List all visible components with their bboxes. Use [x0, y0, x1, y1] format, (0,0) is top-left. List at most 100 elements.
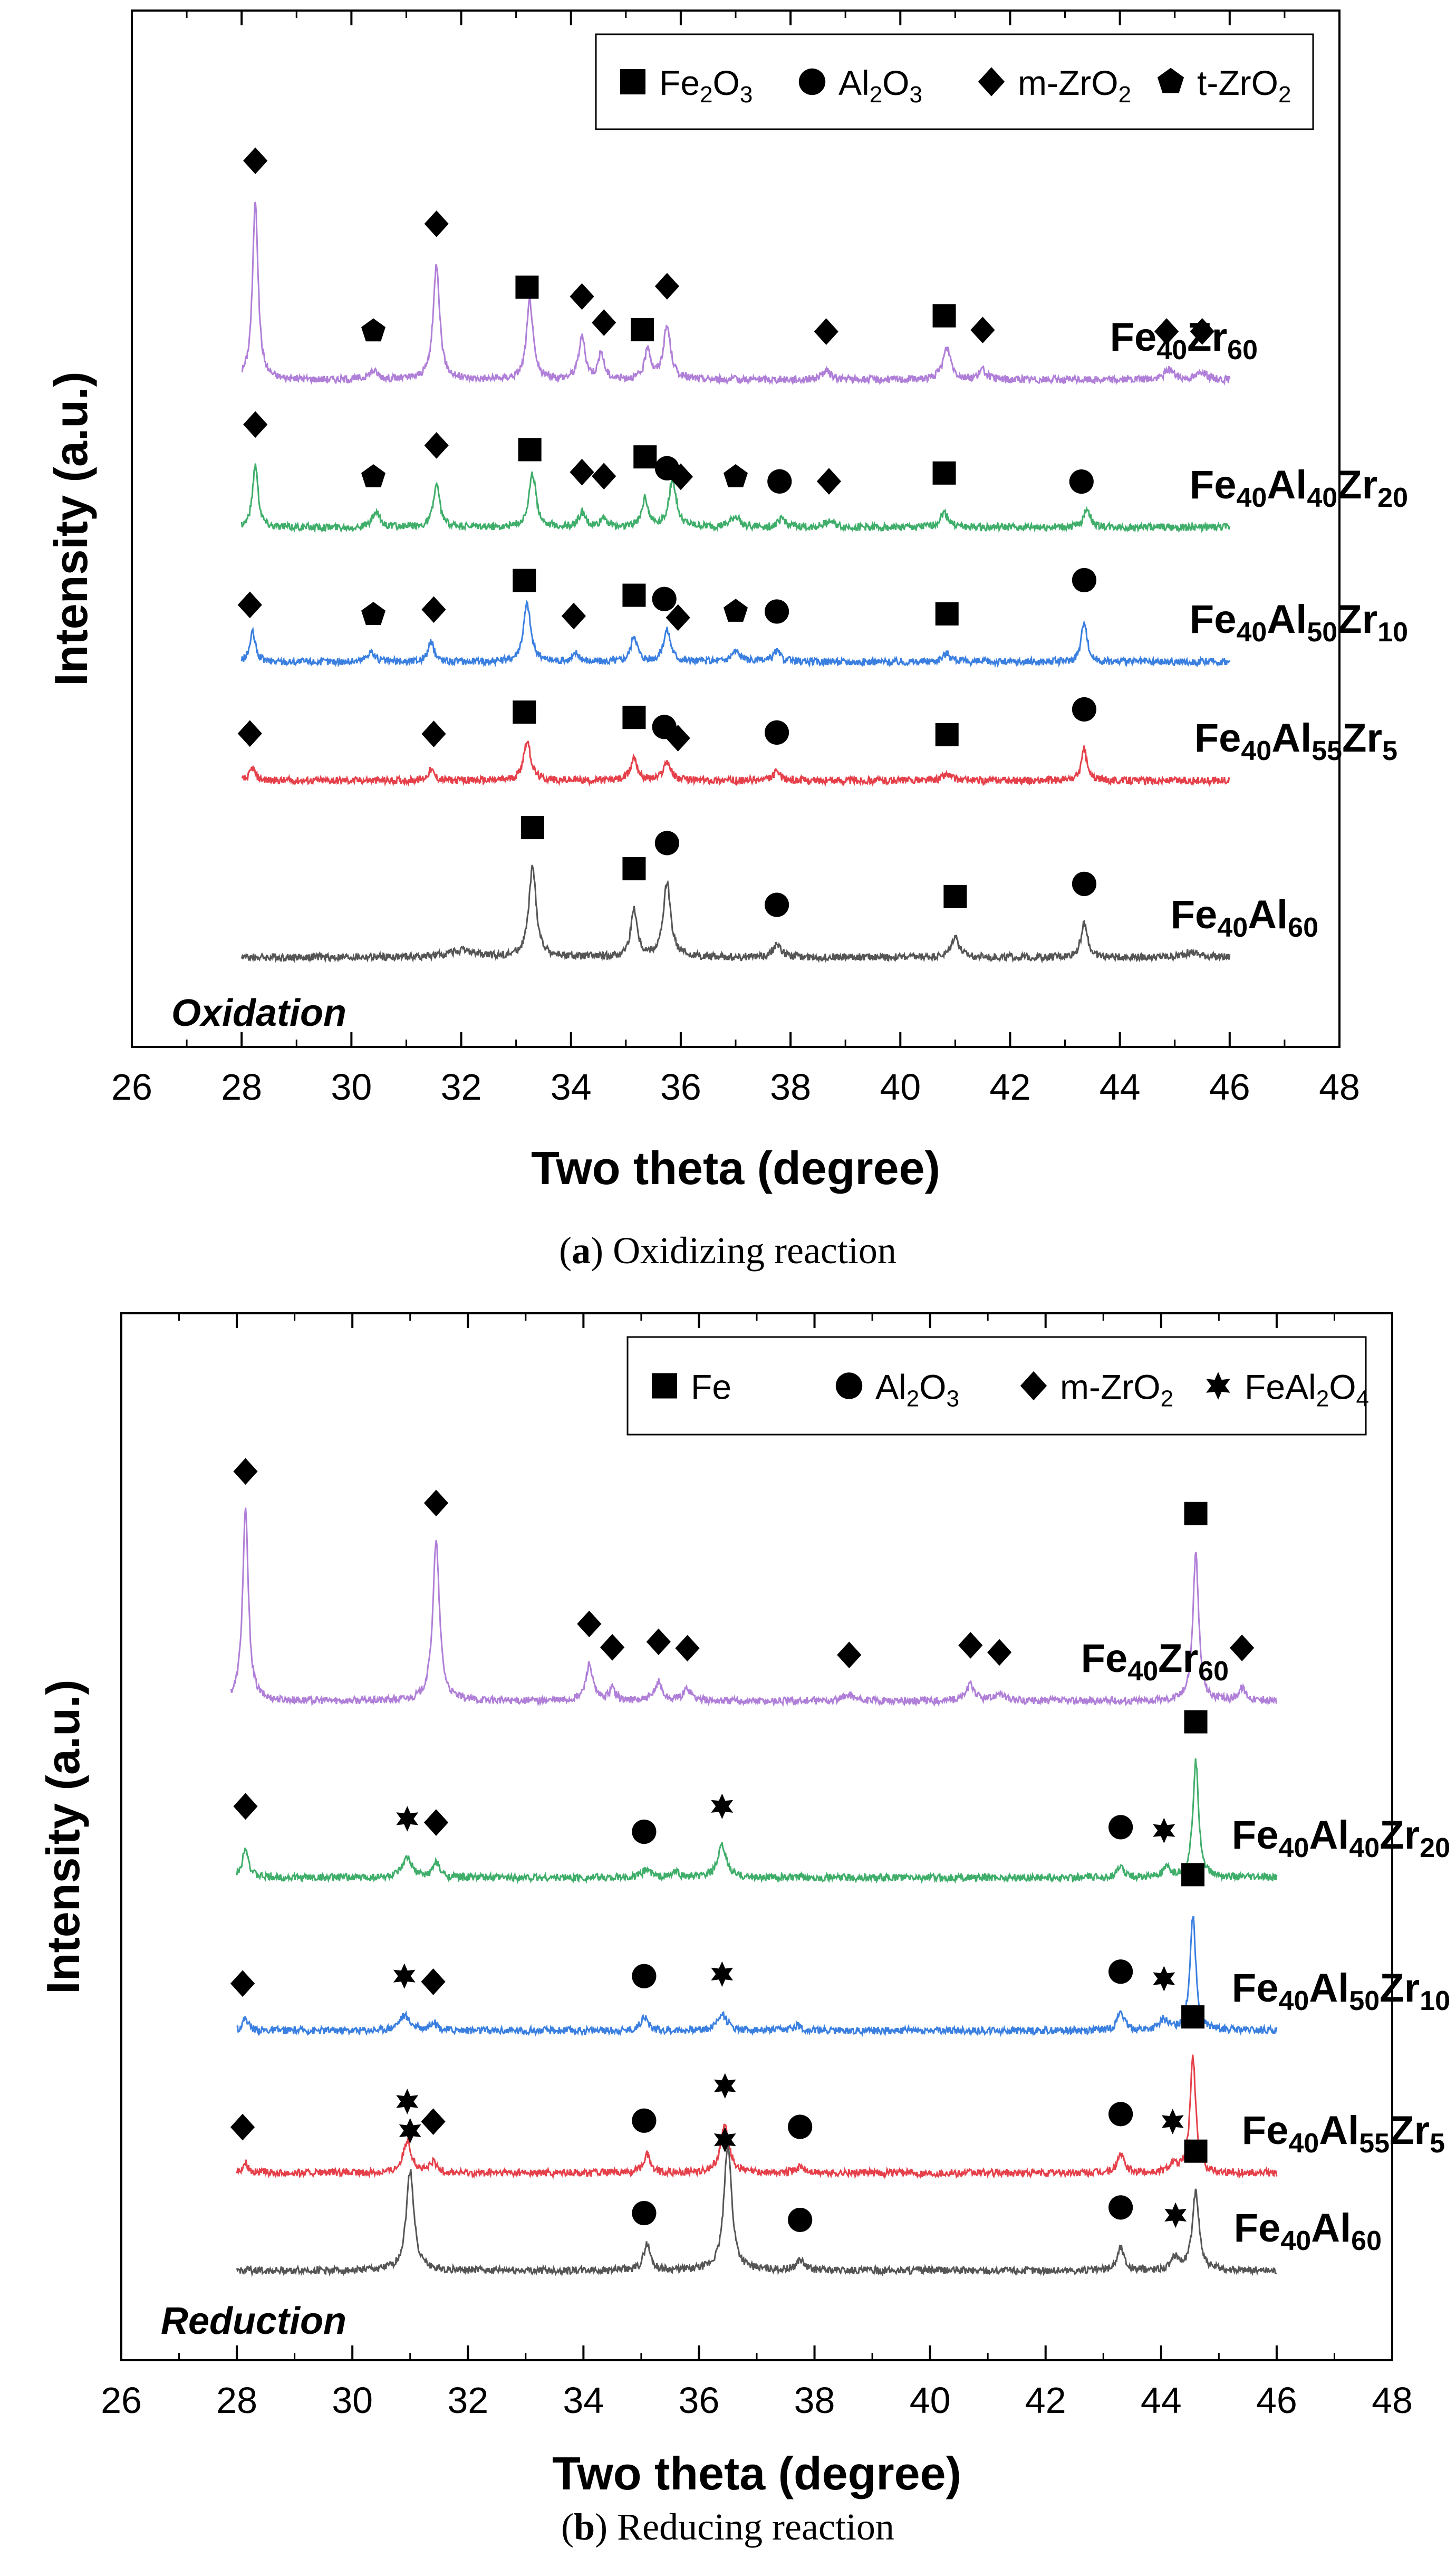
peak-marker-star — [393, 1963, 416, 1989]
x-tick-label: 48 — [1372, 2380, 1413, 2421]
series-label-Fe40Al40Zr20: Fe40Al40Zr20 — [1190, 463, 1408, 513]
caption-a-letter: a — [572, 1229, 591, 1272]
legend-subscript: 4 — [1356, 1386, 1369, 1412]
peak-marker-circle — [767, 469, 792, 494]
label-subscript: 55 — [1359, 2128, 1390, 2159]
label-subscript: 40 — [1288, 2128, 1319, 2159]
peak-marker-pentagon — [724, 464, 748, 487]
caption-b-text: Reducing reaction — [608, 2506, 894, 2548]
label-text: Fe — [1171, 892, 1218, 937]
x-tick-label: 38 — [770, 1066, 811, 1108]
x-tick-label: 30 — [332, 2380, 373, 2421]
label-text: Fe — [1232, 1813, 1279, 1858]
legend-text-part: Fe — [659, 63, 700, 102]
peak-marker-diamond — [666, 604, 690, 631]
peak-marker-diamond — [233, 1793, 258, 1820]
peak-marker-circle — [1072, 568, 1097, 593]
peak-marker-square — [622, 706, 646, 729]
label-subscript: 40 — [1241, 736, 1271, 766]
legend-marker-diamond — [1020, 1371, 1047, 1401]
peak-marker-square — [515, 275, 539, 299]
label-text: Zr — [1187, 315, 1227, 360]
series-line-Fe40Zr60 — [230, 1507, 1277, 1707]
peak-marker-diamond — [958, 1632, 983, 1659]
label-subscript: 20 — [1377, 483, 1408, 513]
legend-text-part: m-ZrO — [1018, 63, 1118, 102]
peak-marker-circle — [632, 2108, 657, 2133]
label-text: Fe — [1081, 1636, 1128, 1681]
legend-subscript: 2 — [1118, 82, 1131, 108]
label-text: Zr — [1380, 1813, 1420, 1858]
x-tick-label: 46 — [1256, 2380, 1297, 2421]
peak-marker-diamond — [1154, 318, 1179, 345]
label-subscript: 5 — [1382, 736, 1397, 766]
legend-marker-pentagon — [1157, 68, 1184, 93]
series-label-Fe40Al40Zr20: Fe40Al40Zr20 — [1232, 1813, 1450, 1863]
label-subscript: 40 — [1217, 912, 1248, 943]
label-subscript: 60 — [1288, 912, 1318, 943]
series-label-Fe40Al50Zr10: Fe40Al50Zr10 — [1232, 1966, 1450, 2016]
peak-marker-star — [711, 1961, 734, 1987]
label-text: Fe — [1232, 1966, 1279, 2011]
peak-marker-diamond — [816, 468, 842, 495]
label-subscript: 60 — [1351, 2226, 1382, 2256]
legend-marker-square — [620, 69, 645, 94]
label-text: Al — [1267, 463, 1307, 507]
peak-marker-diamond — [230, 1970, 255, 1997]
panel-title: Oxidation — [171, 992, 346, 1034]
series-line-Fe40Zr60 — [241, 201, 1231, 386]
label-text: Al — [1248, 892, 1288, 937]
peak-marker-square — [513, 569, 536, 592]
label-text: Fe — [1190, 463, 1237, 507]
peak-marker-star — [711, 1793, 734, 1819]
panel-title: Reduction — [161, 2300, 346, 2342]
peak-marker-square — [935, 602, 959, 626]
peak-marker-square — [943, 884, 967, 908]
peak-marker-star — [399, 2118, 421, 2144]
caption-a-text: Oxidizing reaction — [603, 1229, 896, 1272]
peak-marker-diamond — [592, 309, 616, 336]
label-subscript: 40 — [1236, 483, 1267, 513]
peak-marker-star — [396, 2089, 419, 2114]
peak-marker-square — [622, 857, 646, 881]
peak-marker-square — [513, 700, 536, 724]
peak-marker-diamond — [1190, 318, 1214, 345]
legend-subscript: 3 — [910, 82, 922, 108]
series-line-Fe40Al55Zr5 — [241, 741, 1230, 787]
peak-marker-square — [1184, 1710, 1208, 1734]
x-tick-label: 26 — [111, 1066, 152, 1108]
x-axis-title: Two theta (degree) — [552, 2447, 961, 2499]
label-text: Fe — [1190, 597, 1237, 642]
label-text: Fe — [1242, 2108, 1289, 2153]
legend-text-part: O — [1329, 1368, 1356, 1407]
peak-marker-circle — [764, 599, 789, 624]
peak-marker-square — [932, 461, 956, 485]
peak-marker-circle — [632, 2200, 657, 2226]
legend-marker-square — [652, 1373, 677, 1399]
label-subscript: 10 — [1377, 617, 1408, 648]
label-subscript: 40 — [1278, 1986, 1309, 2016]
x-tick-label: 42 — [990, 1066, 1031, 1108]
legend-marker-diamond — [978, 67, 1005, 97]
legend-text-part: Fe — [691, 1368, 731, 1407]
x-tick-label: 34 — [563, 2380, 604, 2421]
label-text: Fe — [1110, 315, 1157, 360]
legend-text-part: O — [882, 63, 909, 102]
peak-marker-circle — [654, 831, 679, 855]
peak-marker-diamond — [592, 463, 616, 490]
series-label-Fe40Zr60: Fe40Zr60 — [1110, 315, 1258, 366]
legend-subscript: 2 — [907, 1386, 919, 1412]
peak-marker-circle — [1108, 2195, 1133, 2220]
legend-entry: Fe2O3 — [659, 63, 753, 108]
legend-subscript: 3 — [740, 82, 753, 108]
x-tick-label: 40 — [910, 2380, 951, 2421]
peak-marker-diamond — [421, 2108, 446, 2135]
x-tick-label: 44 — [1141, 2380, 1182, 2421]
legend-subscript: 2 — [1161, 1386, 1173, 1412]
label-subscript: 60 — [1198, 1656, 1229, 1687]
label-subscript: 40 — [1349, 1833, 1380, 1863]
peak-marker-diamond — [654, 273, 679, 300]
x-tick-label: 48 — [1319, 1066, 1360, 1108]
label-text: Zr — [1390, 2108, 1430, 2153]
